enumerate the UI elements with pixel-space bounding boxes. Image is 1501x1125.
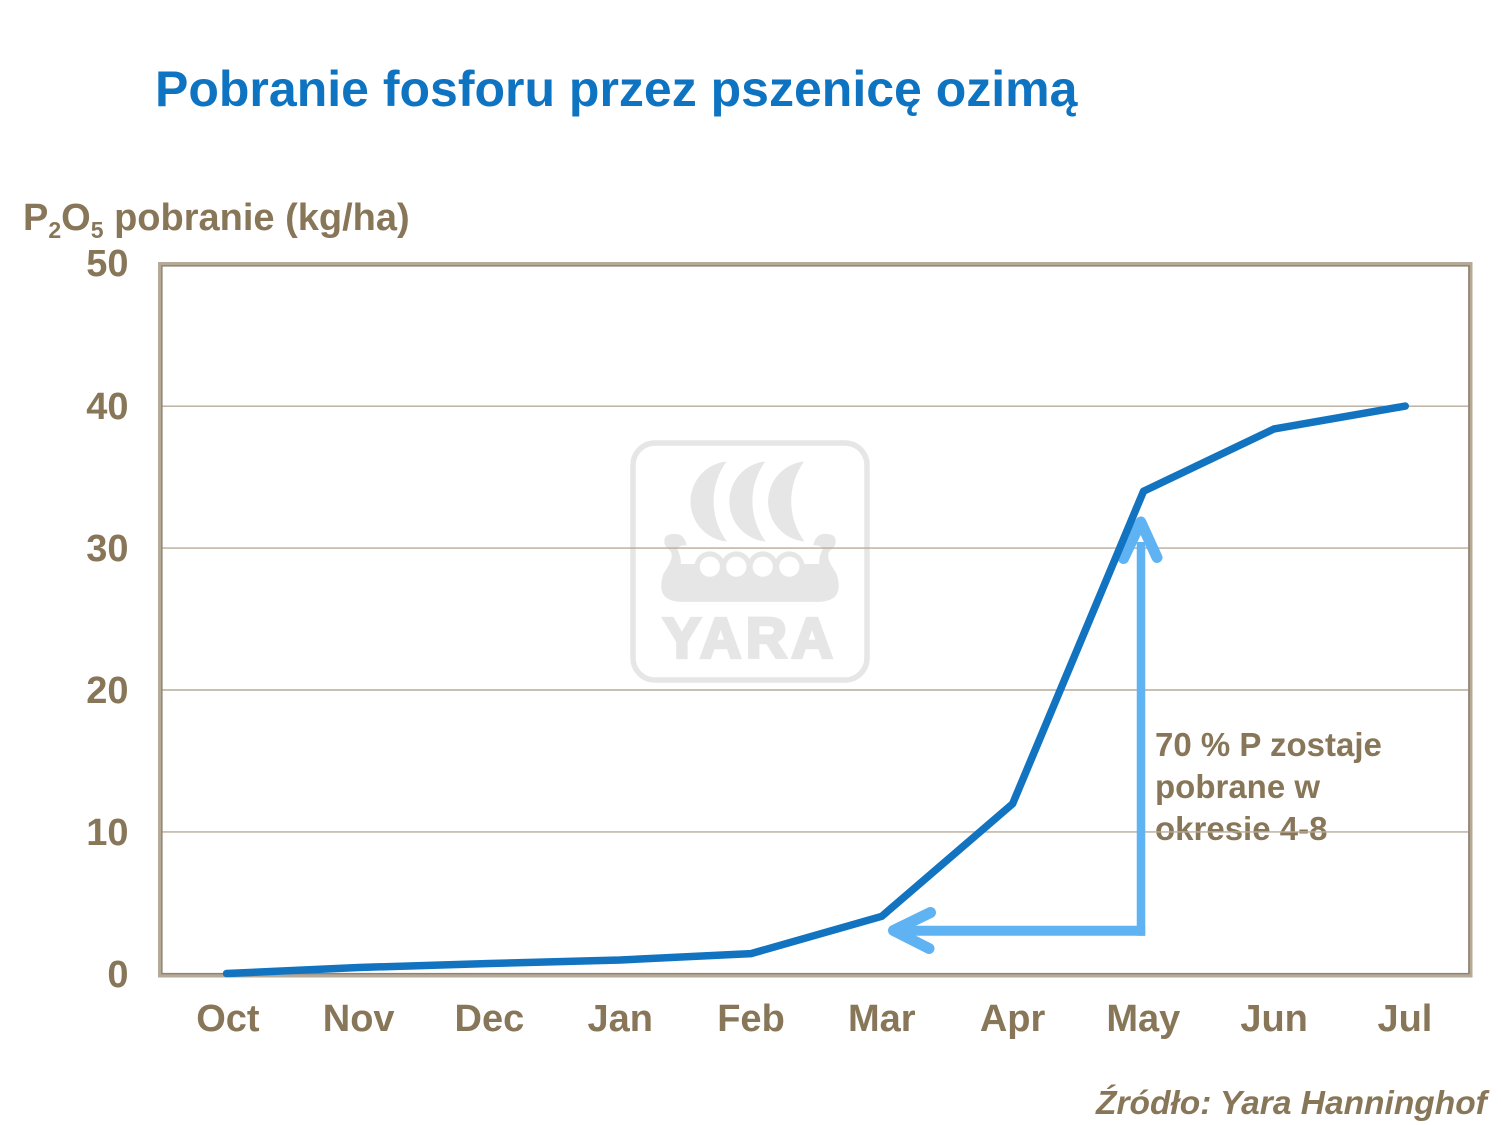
svg-text:YARA: YARA: [663, 607, 837, 671]
